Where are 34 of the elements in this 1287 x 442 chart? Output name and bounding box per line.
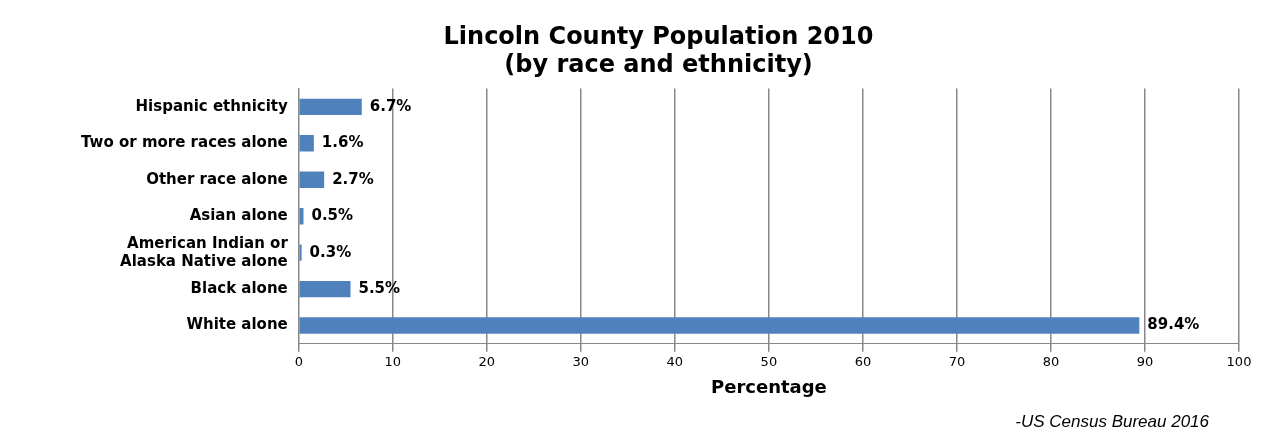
bar	[299, 280, 351, 298]
chart-title: Lincoln County Population 2010 (by race and ethnicity)	[443, 21, 874, 79]
x-tick-label: 0	[294, 353, 303, 369]
data-label: 89.4%	[1147, 315, 1200, 334]
data-label: 5.5%	[358, 279, 401, 297]
x-axis-title: Percentage	[710, 375, 827, 397]
data-label: 2.7%	[332, 169, 374, 188]
bar	[299, 171, 325, 188]
y-tick-label: Asian alone	[189, 206, 288, 225]
x-tick-label: 10	[384, 353, 402, 369]
x-tick-label: 70	[948, 353, 966, 369]
bar	[299, 135, 314, 152]
y-tick-label: Other race alone	[146, 169, 288, 188]
bar	[299, 98, 362, 116]
x-tick-label: 100	[1226, 353, 1252, 369]
bar	[299, 317, 1140, 334]
y-tick-label: Hispanic ethnicity	[135, 96, 288, 115]
text: -US Census Bureau 2016	[1015, 412, 1209, 432]
x-tick-label: 80	[1042, 353, 1060, 369]
y-tick-label: Black alone	[190, 279, 288, 297]
x-tick-label: 60	[854, 353, 872, 369]
x-tick-label: 40	[666, 353, 684, 369]
y-tick-label: White alone	[186, 315, 288, 334]
data-label: 6.7%	[369, 96, 412, 115]
x-tick-label: 20	[478, 353, 496, 369]
data-label: 1.6%	[321, 133, 364, 152]
y-tick-label: American Indian or Alaska Native alone	[120, 233, 289, 270]
x-tick-label: 90	[1136, 353, 1154, 369]
x-tick-label: 50	[760, 353, 778, 369]
data-label: 0.5%	[311, 206, 354, 225]
bar	[299, 244, 302, 261]
y-tick-label: Two or more races alone	[81, 133, 288, 152]
data-label: 0.3%	[309, 242, 352, 261]
x-tick-label: 30	[572, 353, 590, 369]
